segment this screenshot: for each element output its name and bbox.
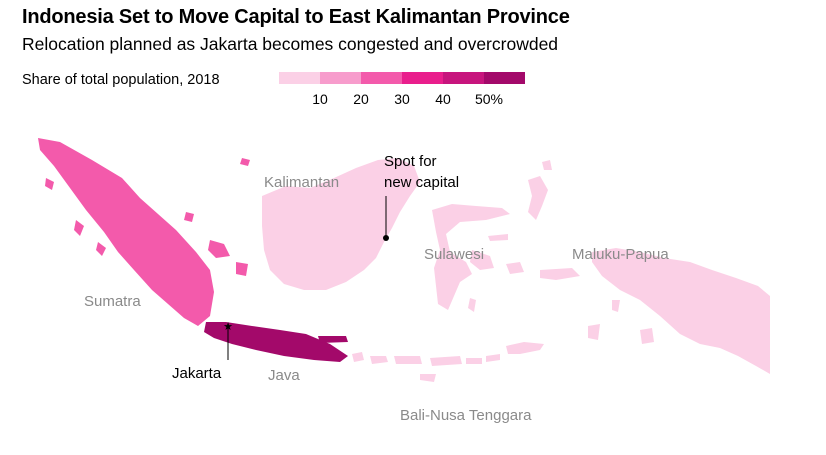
legend-swatch-6 [484, 72, 525, 84]
label-bali-nusa-tenggara: Bali-Nusa Tenggara [400, 407, 532, 424]
island-bangka [208, 240, 230, 258]
label-maluku-papua: Maluku-Papua [572, 246, 669, 263]
island-buru [506, 262, 524, 274]
legend-ticks: 10 20 30 40 50% [279, 91, 525, 109]
label-sulawesi: Sulawesi [424, 246, 484, 263]
island-seram [540, 268, 580, 280]
chart-subtitle: Relocation planned as Jakarta becomes co… [22, 34, 559, 54]
island-simeulue [45, 178, 54, 190]
capital-location-marker [383, 235, 389, 241]
region-kalimantan [262, 158, 420, 290]
island-belitung [236, 262, 248, 276]
legend-swatch-5 [443, 72, 484, 84]
chart-title: Indonesia Set to Move Capital to East Ka… [22, 6, 570, 28]
island-aru [640, 328, 654, 344]
legend-swatch-4 [402, 72, 443, 84]
island-sula [488, 234, 508, 241]
region-sulawesi [432, 204, 510, 310]
region-sumatra [38, 138, 214, 326]
island-morotai [542, 160, 552, 170]
label-capital-line1: Spot for [384, 153, 437, 170]
island-madura [318, 336, 348, 343]
island-riau [184, 212, 194, 222]
island-natuna [240, 158, 250, 166]
island-mentawai [96, 242, 106, 256]
island-buton [468, 298, 476, 312]
region-maluku-papua [592, 248, 770, 374]
legend-swatch-1 [279, 72, 320, 84]
region-bali-nusa-tenggara [352, 342, 544, 382]
region-java [204, 322, 348, 362]
legend-color-scale [279, 72, 525, 84]
island-tanimbar [588, 324, 600, 340]
legend-label: Share of total population, 2018 [22, 72, 220, 88]
jakarta-star-icon: ★ [223, 321, 233, 333]
label-sumatra: Sumatra [84, 293, 141, 310]
legend-swatch-2 [320, 72, 361, 84]
legend-swatch-3 [361, 72, 402, 84]
legend-tick-30: 30 [394, 91, 410, 107]
label-capital-line2: new capital [384, 174, 459, 191]
label-kalimantan: Kalimantan [264, 174, 339, 191]
label-java: Java [268, 367, 300, 384]
legend-tick-50: 50% [474, 91, 504, 107]
legend-tick-20: 20 [353, 91, 369, 107]
legend-tick-40: 40 [435, 91, 451, 107]
island-nias [74, 220, 84, 236]
island-kei [612, 300, 620, 312]
island-sulawesi-east [470, 250, 494, 270]
island-halmahera [528, 176, 548, 220]
label-jakarta: Jakarta [172, 365, 222, 382]
legend-tick-10: 10 [312, 91, 328, 107]
